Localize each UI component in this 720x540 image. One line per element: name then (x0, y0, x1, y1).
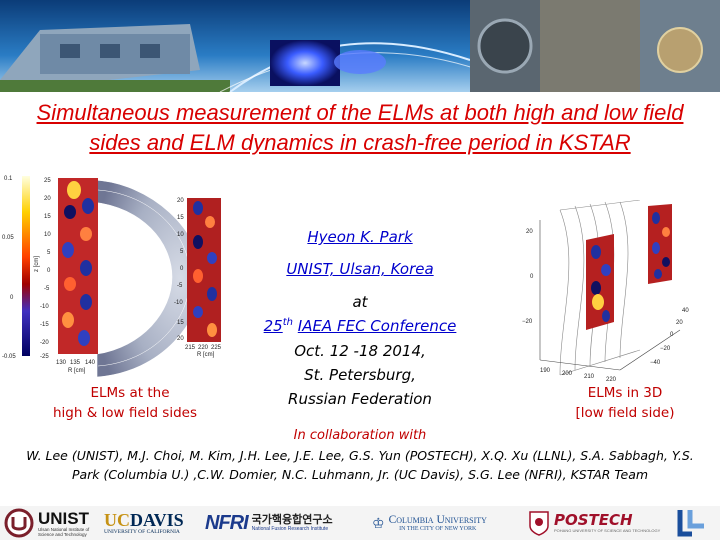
z-tick: -20 (40, 340, 49, 346)
z-tick: 15 (44, 214, 51, 220)
colorbar-tick: 0.1 (4, 176, 13, 182)
postech-emblem-icon (529, 511, 549, 536)
caption-right-line2: [low field side) (575, 405, 675, 421)
columbia-name: Columbia University (388, 514, 487, 526)
conference-city: St. Petersburg, (304, 366, 416, 384)
caption-left-line1: ELMs at the (90, 385, 170, 401)
z-tick: −20 (522, 319, 533, 325)
colorbar-tick: -0.05 (2, 354, 16, 360)
z2-tick: 20 (177, 336, 184, 342)
y-tick: −40 (650, 360, 661, 366)
elm-3d-figure: 20 0 −20 190 200 210 220 40 20 0 −20 −40 (522, 200, 689, 383)
colorbar-tick: 0.05 (2, 235, 14, 241)
z2-tick: 10 (177, 232, 184, 238)
r-tick: 130 (56, 360, 67, 366)
caption-left-line2: high & low field sides (53, 405, 197, 421)
nfri-subtitle: National Fusion Research Institute (251, 526, 329, 532)
z-tick: 0 (47, 268, 51, 274)
slide-title: Simultaneous measurement of the ELMs at … (36, 100, 684, 155)
lfs-ecei-image (187, 198, 221, 342)
banner-photo-collage (0, 0, 720, 92)
z-tick: 20 (526, 229, 533, 235)
x-tick: 190 (540, 368, 551, 374)
colorbar-tick: 0 (10, 295, 14, 301)
unist-logo: UNIST Ulsan National Institute of Scienc… (4, 506, 98, 540)
z-tick: 25 (44, 178, 51, 184)
postech-name: POSTECH (554, 511, 633, 529)
z-tick: 20 (44, 196, 51, 202)
columbia-subtitle: IN THE CITY OF NEW YORK (399, 526, 477, 532)
z2-tick: 0 (180, 266, 184, 272)
z2-tick: 5 (180, 249, 184, 255)
z-tick: -5 (44, 286, 50, 292)
author-link[interactable]: Hyeon K. Park (307, 228, 413, 246)
ucdavis-subtitle: UNIVERSITY OF CALIFORNIA (104, 529, 180, 535)
sponsor-logos-bar: UNIST Ulsan National Institute of Scienc… (0, 506, 720, 540)
affiliation-link[interactable]: UNIST, Ulsan, Korea (286, 260, 434, 278)
at-label: at (352, 293, 368, 311)
lfs-3d-panel-back (648, 204, 672, 284)
x-tick: 200 (562, 371, 573, 377)
x-tick: 220 (606, 377, 617, 383)
postech-logo: POSTECH POHANG UNIVERSITY OF SCIENCE AND… (528, 506, 660, 540)
collaborators-list: W. Lee (UNIST), M.J. Choi, M. Kim, J.H. … (26, 448, 694, 482)
z-tick: -10 (40, 304, 49, 310)
r-tick: 135 (70, 360, 81, 366)
3d-axes (539, 220, 681, 371)
nfri-korean: 국가핵융합연구소 (251, 513, 333, 526)
header-banner (0, 0, 720, 92)
ucdavis-name: DAVIS (130, 510, 184, 530)
crown-icon: ♔ (372, 514, 385, 531)
r2-axis-label: R [cm] (197, 352, 215, 358)
unist-subtitle: Ulsan National Institute of Science and … (38, 526, 90, 537)
hfs-ecei-image (58, 178, 98, 354)
z2-tick: 15 (177, 215, 184, 221)
collaboration-heading: In collaboration with (293, 428, 427, 443)
conference-link[interactable]: 25th IAEA FEC Conference (230, 317, 490, 335)
unist-name: UNIST (38, 508, 89, 528)
caption-right-line1: ELMs in 3D (587, 385, 663, 401)
z2-tick: -10 (174, 300, 183, 306)
conference-date: Oct. 12 -18 2014, (294, 342, 426, 360)
conference-ordinal: th (282, 317, 293, 328)
z-tick: 10 (44, 232, 51, 238)
y-tick: 0 (670, 332, 674, 338)
postech-subtitle: POHANG UNIVERSITY OF SCIENCE AND TECHNOL… (554, 528, 661, 533)
z-tick: -15 (40, 322, 49, 328)
r-tick: 140 (85, 360, 96, 366)
z-tick: -25 (40, 354, 49, 360)
z-tick: 0 (530, 274, 534, 280)
nfri-logo: NFRI 국가핵융합연구소 National Fusion Research I… (205, 506, 333, 540)
nfri-name: NFRI (205, 511, 249, 534)
unist-emblem-icon (4, 508, 34, 538)
ucdavis-logo: UCDAVIS UNIVERSITY OF CALIFORNIA (104, 506, 184, 540)
ecei-2d-figure: 0.1 0.05 0 -0.05 25 20 15 10 5 0 -5 -10 … (2, 176, 222, 378)
z-tick: 5 (47, 250, 51, 256)
conference-name: IAEA FEC Conference (297, 317, 457, 335)
lfs-3d-panel-front (586, 234, 614, 330)
r2-tick: 220 (198, 345, 209, 351)
y-tick: 20 (676, 320, 683, 326)
columbia-logo: ♔ Columbia University IN THE CITY OF NEW… (372, 506, 487, 540)
conference-country: Russian Federation (288, 390, 432, 408)
z2-tick: -5 (177, 283, 183, 289)
r2-tick: 215 (185, 345, 196, 351)
r-axis-label: R [cm] (68, 368, 86, 374)
z2-tick: 20 (177, 198, 184, 204)
x-tick: 210 (584, 374, 595, 380)
r2-tick: 225 (211, 345, 222, 351)
z-axis-label: z [cm] (34, 256, 40, 272)
z2-tick: 15 (177, 320, 184, 326)
conference-number: 25 (263, 317, 283, 335)
llnl-logo (676, 506, 708, 540)
colorbar (22, 176, 30, 356)
y-tick: 40 (682, 308, 689, 314)
ucdavis-uc: UC (104, 510, 130, 530)
llnl-emblem-icon (677, 510, 704, 537)
y-tick: −20 (660, 346, 671, 352)
